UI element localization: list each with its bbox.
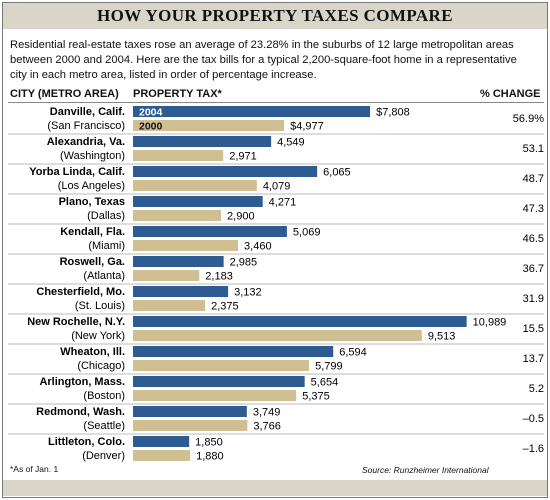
bar-2004	[133, 106, 371, 117]
bar-2004	[133, 376, 305, 387]
value-label-2004: 10,989	[473, 317, 507, 329]
city-column-header: CITY (METRO AREA)	[10, 88, 119, 100]
percent-change: 53.1	[523, 143, 544, 155]
metro-label: (San Francisco)	[47, 120, 125, 132]
percent-change: 36.7	[523, 263, 544, 275]
city-label: Wheaton, Ill.	[60, 346, 125, 358]
bar-2000	[133, 360, 310, 371]
value-label-2004: 6,065	[323, 167, 351, 179]
value-label-2000: $4,977	[290, 121, 324, 133]
value-label-2000: 1,880	[196, 451, 224, 463]
value-label-2004: 6,594	[339, 347, 367, 359]
percent-change: 13.7	[523, 353, 544, 365]
value-label-2004: 2,985	[230, 257, 258, 269]
value-label-2004: 4,271	[269, 197, 297, 209]
value-label-2004: 1,850	[195, 437, 223, 449]
percent-change: –0.5	[523, 413, 544, 425]
metro-label: (Los Angeles)	[58, 180, 125, 192]
percent-change: –1.6	[523, 443, 544, 455]
city-label: New Rochelle, N.Y.	[27, 316, 125, 328]
metro-label: (Chicago)	[77, 360, 125, 372]
value-label-2000: 9,513	[428, 331, 456, 343]
bottom-band	[3, 480, 547, 496]
metro-label: (Boston)	[83, 390, 125, 402]
value-label-2000: 5,799	[315, 361, 343, 373]
metro-label: (New York)	[71, 330, 125, 342]
bar-2004	[133, 196, 263, 207]
value-label-2004: 3,132	[234, 287, 262, 299]
bar-2000	[133, 150, 224, 161]
value-label-2000: 2,900	[227, 211, 255, 223]
value-label-2000: 2,971	[229, 151, 257, 163]
bar-2000	[133, 210, 222, 221]
title-band: HOW YOUR PROPERTY TAXES COMPARE	[3, 3, 547, 29]
city-label: Littleton, Colo.	[48, 436, 125, 448]
metro-label: (Washington)	[60, 150, 125, 162]
percent-change: 46.5	[523, 233, 544, 245]
city-label: Chesterfield, Mo.	[36, 286, 125, 298]
percent-change: 5.2	[529, 383, 544, 395]
city-label: Arlington, Mass.	[39, 376, 125, 388]
value-label-2000: 5,375	[302, 391, 330, 403]
bar-2000	[133, 420, 248, 431]
value-label-2000: 2,183	[205, 271, 233, 283]
metro-label: (Atlanta)	[83, 270, 125, 282]
percent-change: 48.7	[523, 173, 544, 185]
bar-2004	[133, 316, 467, 327]
city-label: Plano, Texas	[59, 196, 125, 208]
bar-2004	[133, 256, 224, 267]
percent-change: 15.5	[523, 323, 544, 335]
bar-2000	[133, 390, 297, 401]
bar-2000	[133, 300, 206, 311]
value-label-2004: 3,749	[253, 407, 281, 419]
legend-2000: 2000	[139, 121, 163, 133]
bar-2000	[133, 120, 285, 131]
value-label-2004: 4,549	[277, 137, 305, 149]
metro-label: (Dallas)	[87, 210, 125, 222]
bar-2004	[133, 286, 229, 297]
value-label-2004: $7,808	[376, 107, 410, 119]
header-rule	[8, 102, 544, 103]
bar-2000	[133, 330, 422, 341]
city-label: Kendall, Fla.	[60, 226, 125, 238]
value-label-2000: 2,375	[211, 301, 239, 313]
bar-2004	[133, 226, 287, 237]
value-label-2000: 4,079	[263, 181, 291, 193]
bar-2004	[133, 406, 247, 417]
bar-2000	[133, 240, 239, 251]
bar-2004	[133, 166, 318, 177]
metro-label: (Seattle)	[83, 420, 125, 432]
value-label-2004: 5,069	[293, 227, 321, 239]
intro-text: Residential real-estate taxes rose an av…	[10, 39, 517, 81]
bar-2000	[133, 180, 257, 191]
bar-2000	[133, 450, 191, 461]
change-column-header: % CHANGE	[480, 88, 541, 100]
value-label-2000: 3,766	[253, 421, 281, 433]
percent-change: 31.9	[523, 293, 544, 305]
city-label: Redmond, Wash.	[36, 406, 125, 418]
city-label: Roswell, Ga.	[60, 256, 125, 268]
city-label: Danville, Calif.	[50, 106, 125, 118]
metro-label: (Miami)	[88, 240, 125, 252]
bar-2004	[133, 346, 334, 357]
percent-change: 56.9%	[513, 113, 544, 125]
bar-2000	[133, 270, 200, 281]
value-label-2000: 3,460	[244, 241, 272, 253]
legend-2004: 2004	[139, 107, 163, 119]
footnote: *As of Jan. 1	[10, 464, 59, 474]
source-note: Source: Runzheimer International	[362, 465, 489, 475]
bar-2004	[133, 136, 272, 147]
tax-column-header: PROPERTY TAX*	[133, 88, 222, 100]
city-label: Yorba Linda, Calif.	[29, 166, 125, 178]
value-label-2004: 5,654	[311, 377, 339, 389]
bar-2004	[133, 436, 190, 447]
chart-title: HOW YOUR PROPERTY TAXES COMPARE	[97, 6, 453, 25]
metro-label: (Denver)	[82, 450, 125, 462]
metro-label: (St. Louis)	[75, 300, 125, 312]
percent-change: 47.3	[523, 203, 544, 215]
city-label: Alexandria, Va.	[47, 136, 125, 148]
